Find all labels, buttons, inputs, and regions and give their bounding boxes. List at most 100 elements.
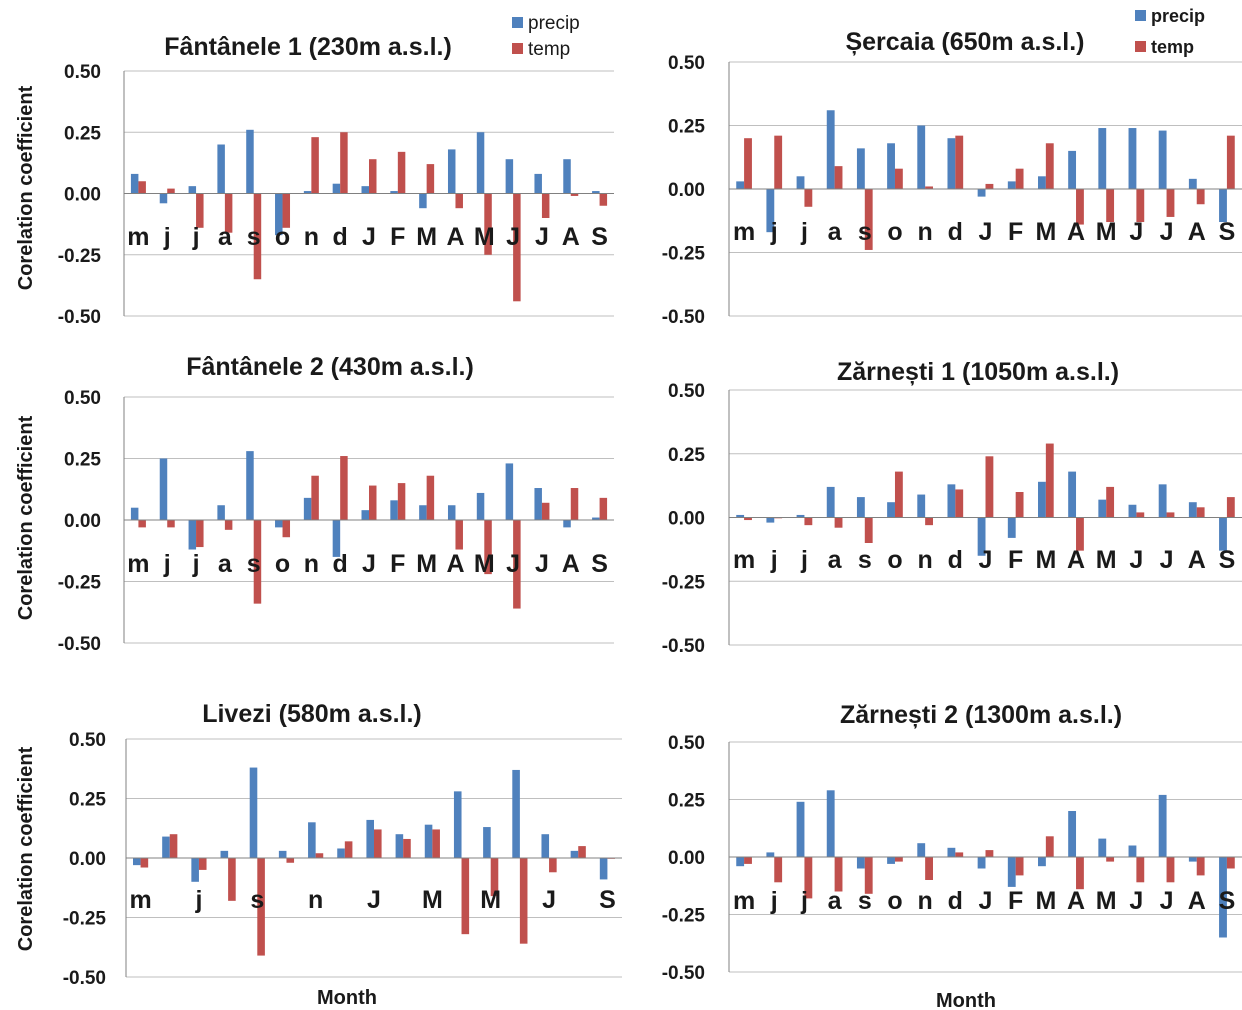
legend-swatch-precip <box>512 17 523 28</box>
bar-temp-9 <box>985 183 994 189</box>
chart-panel-6: 0.500.250.00-0.25-0.50m j j a s o n d J F M A M J J A SZ… <box>662 701 1242 1010</box>
x-tick-label: j <box>770 546 778 574</box>
bar-precip-13 <box>476 132 485 194</box>
bar-temp-2 <box>774 857 783 883</box>
bar-precip-6 <box>887 143 895 189</box>
bar-precip-10 <box>1007 181 1016 189</box>
bar-precip-16 <box>570 850 579 858</box>
y-tick-label: 0.00 <box>668 509 705 530</box>
bar-temp-16 <box>1196 507 1205 518</box>
bar-precip-14 <box>1128 128 1137 189</box>
bar-precip-15 <box>1158 130 1167 189</box>
bar-precip-15 <box>1158 484 1167 518</box>
bar-temp-3 <box>196 193 204 228</box>
chart-panel-2: 0.500.250.00-0.25-0.50m j j a s o n d J F M A M J J A SȘ… <box>662 6 1242 328</box>
bar-precip-4 <box>217 505 225 520</box>
bar-precip-3 <box>796 176 805 189</box>
x-tick-label: j <box>192 550 200 578</box>
bar-temp-7 <box>311 475 319 520</box>
x-tick-label: s <box>858 218 872 246</box>
y-axis-label: Corelation coefficient <box>15 746 37 951</box>
bar-temp-15 <box>549 858 557 873</box>
x-tick-label: s <box>250 886 264 914</box>
bar-temp-4 <box>224 193 233 233</box>
legend-label-temp: temp <box>528 39 570 60</box>
bar-temp-15 <box>1166 189 1175 217</box>
y-tick-label: 0.25 <box>668 791 705 812</box>
x-tick-label: A <box>1067 546 1085 574</box>
bar-precip-8 <box>947 484 956 518</box>
x-tick-label: m <box>127 550 149 578</box>
bar-temp-9 <box>985 456 994 518</box>
x-tick-label: j <box>770 887 778 915</box>
bar-temp-1 <box>140 858 149 868</box>
x-tick-label: M <box>480 886 501 914</box>
x-tick-label: m <box>127 223 149 251</box>
bar-precip-12 <box>1068 150 1077 189</box>
bar-temp-2 <box>167 520 175 528</box>
bar-precip-6 <box>275 520 283 528</box>
bar-precip-13 <box>1098 128 1107 189</box>
y-tick-label: 0.25 <box>668 445 705 466</box>
x-tick-label: d <box>333 550 348 578</box>
bar-temp-17 <box>599 497 608 520</box>
x-tick-label: a <box>218 223 233 251</box>
bar-temp-13 <box>1106 189 1115 223</box>
legend: precip temp <box>512 13 580 60</box>
bar-temp-9 <box>985 850 994 857</box>
bar-precip-4 <box>826 110 835 189</box>
bar-temp-9 <box>374 829 382 858</box>
bar-temp-16 <box>1196 189 1205 205</box>
x-tick-label: F <box>1008 546 1023 574</box>
x-tick-label: A <box>1188 546 1206 574</box>
x-tick-label: j <box>192 223 200 251</box>
legend-label-temp: temp <box>1151 37 1194 57</box>
bar-precip-2 <box>159 458 168 520</box>
y-tick-label: -0.25 <box>662 244 706 265</box>
x-tick-label: F <box>390 550 405 578</box>
bar-temp-10 <box>1015 492 1024 518</box>
x-tick-label: n <box>918 887 933 915</box>
bar-precip-14 <box>505 463 514 520</box>
bar-precip-15 <box>1158 794 1167 857</box>
bar-temp-3 <box>804 189 813 207</box>
y-tick-label: -0.50 <box>662 963 705 984</box>
bar-precip-5 <box>246 129 254 194</box>
bar-temp-10 <box>397 483 406 520</box>
y-tick-label: 0.00 <box>64 511 101 532</box>
bar-temp-11 <box>1045 443 1054 518</box>
x-axis-label: Month <box>936 990 996 1010</box>
y-tick-label: 0.00 <box>668 180 705 201</box>
x-tick-label: m <box>733 546 755 574</box>
x-tick-label: A <box>1067 887 1085 915</box>
bar-temp-15 <box>541 193 550 218</box>
bar-temp-11 <box>426 164 435 194</box>
bar-temp-6 <box>282 520 291 538</box>
bar-temp-17 <box>1226 497 1235 518</box>
bar-precip-13 <box>1098 499 1107 518</box>
x-tick-label: J <box>506 223 520 251</box>
bar-precip-10 <box>1007 517 1016 538</box>
x-tick-label: j <box>800 546 808 574</box>
bar-temp-10 <box>403 838 411 858</box>
bar-precip-7 <box>917 125 926 189</box>
bar-precip-5 <box>246 451 254 520</box>
bar-precip-9 <box>977 517 986 556</box>
x-tick-label: m <box>733 218 755 246</box>
legend-label-precip: precip <box>528 13 580 34</box>
x-axis-label: Month <box>317 987 377 1009</box>
y-tick-label: -0.50 <box>63 968 106 989</box>
bar-temp-6 <box>894 168 903 189</box>
chart-title: Zărnești 2 (1300m a.s.l.) <box>840 701 1122 729</box>
bar-precip-15 <box>534 488 542 520</box>
bar-precip-6 <box>278 850 287 858</box>
bar-temp-8 <box>955 135 964 189</box>
x-tick-label: M <box>1096 887 1117 915</box>
chart-title: Zărnești 1 (1050m a.s.l.) <box>837 358 1119 386</box>
y-tick-label: 0.50 <box>668 53 705 74</box>
bar-precip-10 <box>1007 857 1016 887</box>
bar-temp-1 <box>744 857 752 864</box>
bar-temp-7 <box>925 857 933 880</box>
bar-precip-17 <box>592 191 600 194</box>
bar-precip-3 <box>796 801 805 857</box>
